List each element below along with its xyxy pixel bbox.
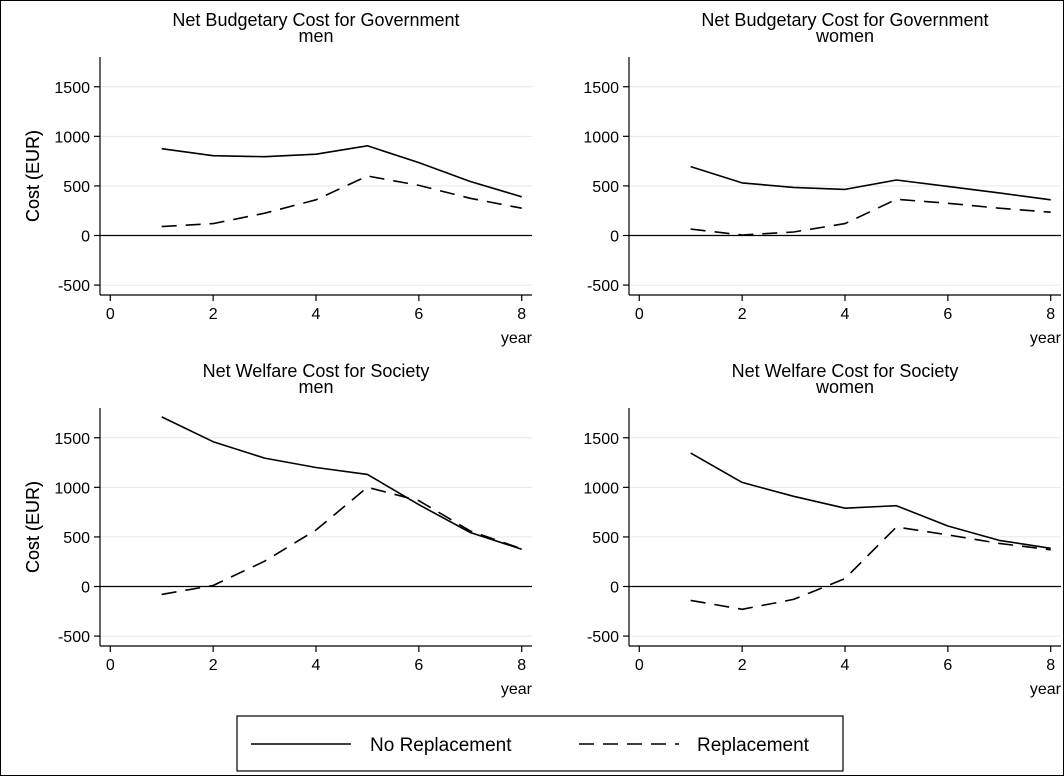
- panel-subtitle: men: [298, 377, 333, 397]
- x-tick-label: 4: [312, 306, 321, 323]
- x-axis-title: year: [1030, 681, 1062, 698]
- x-axis-title: year: [501, 330, 533, 347]
- y-tick-label: -500: [587, 278, 619, 295]
- y-tick-label: 1500: [54, 80, 90, 97]
- y-tick-label: -500: [58, 629, 90, 646]
- y-tick-label: 1000: [54, 129, 90, 146]
- panel-subtitle: men: [298, 26, 333, 46]
- panel-2: Net Budgetary Cost for Governmentwomen-5…: [23, 10, 1062, 347]
- y-tick-label: -500: [58, 278, 90, 295]
- panel-title: Net Budgetary Cost for Government: [701, 10, 988, 30]
- panel-subtitle: women: [815, 26, 874, 46]
- x-tick-label: 4: [841, 657, 850, 674]
- panel-title: Net Welfare Cost for Society: [732, 361, 959, 381]
- panel-4: Net Welfare Cost for Societywomen-500050…: [23, 361, 1062, 698]
- x-tick-label: 8: [1046, 657, 1055, 674]
- x-tick-label: 8: [1046, 306, 1055, 323]
- x-tick-label: 6: [414, 306, 423, 323]
- x-axis-title: year: [1030, 330, 1062, 347]
- legend-box: [236, 715, 844, 772]
- y-tick-label: 500: [592, 179, 619, 196]
- x-tick-label: 6: [943, 657, 952, 674]
- y-tick-label: 0: [81, 229, 90, 246]
- x-tick-label: 0: [635, 657, 644, 674]
- x-tick-label: 0: [106, 657, 115, 674]
- y-axis-title: Cost (EUR): [23, 130, 43, 222]
- y-axis-title: Cost (EUR): [23, 130, 43, 222]
- x-tick-label: 8: [517, 657, 526, 674]
- x-tick-label: 6: [943, 306, 952, 323]
- y-tick-label: 1000: [54, 480, 90, 497]
- y-tick-label: 500: [592, 530, 619, 547]
- x-tick-label: 0: [635, 306, 644, 323]
- y-axis-title: Cost (EUR): [23, 481, 43, 573]
- series-line-no-replacement: [161, 145, 522, 198]
- panel-title: Net Budgetary Cost for Government: [172, 10, 459, 30]
- series-line-replacement: [690, 526, 1051, 611]
- x-tick-label: 2: [209, 306, 218, 323]
- panel-subtitle: women: [815, 377, 874, 397]
- legend-label: Replacement: [697, 735, 810, 756]
- legend: No Replacement Replacement: [236, 715, 844, 772]
- x-tick-label: 2: [209, 657, 218, 674]
- x-tick-label: 4: [841, 306, 850, 323]
- series-line-no-replacement: [161, 416, 522, 551]
- x-axis-title: year: [501, 681, 533, 698]
- legend-label: No Replacement: [370, 735, 512, 756]
- series-line-no-replacement: [690, 452, 1051, 550]
- series-line-replacement: [161, 175, 522, 228]
- panel-title: Net Welfare Cost for Society: [203, 361, 430, 381]
- x-tick-label: 2: [738, 657, 747, 674]
- x-tick-label: 2: [738, 306, 747, 323]
- series-line-no-replacement: [690, 165, 1051, 201]
- x-tick-label: 4: [312, 657, 321, 674]
- y-tick-label: 500: [63, 530, 90, 547]
- y-tick-label: 1500: [583, 80, 619, 97]
- y-tick-label: 1000: [583, 129, 619, 146]
- y-tick-label: 1500: [54, 431, 90, 448]
- series-line-replacement: [161, 486, 522, 596]
- y-axis-title: Cost (EUR): [23, 481, 43, 573]
- y-tick-label: 500: [63, 179, 90, 196]
- x-tick-label: 0: [106, 306, 115, 323]
- y-tick-label: 1500: [583, 431, 619, 448]
- x-tick-label: 6: [414, 657, 423, 674]
- series-line-replacement: [690, 198, 1051, 236]
- y-tick-label: -500: [587, 629, 619, 646]
- y-tick-label: 0: [81, 580, 90, 597]
- y-tick-label: 1000: [583, 480, 619, 497]
- y-tick-label: 0: [610, 229, 619, 246]
- x-tick-label: 8: [517, 306, 526, 323]
- y-tick-label: 0: [610, 580, 619, 597]
